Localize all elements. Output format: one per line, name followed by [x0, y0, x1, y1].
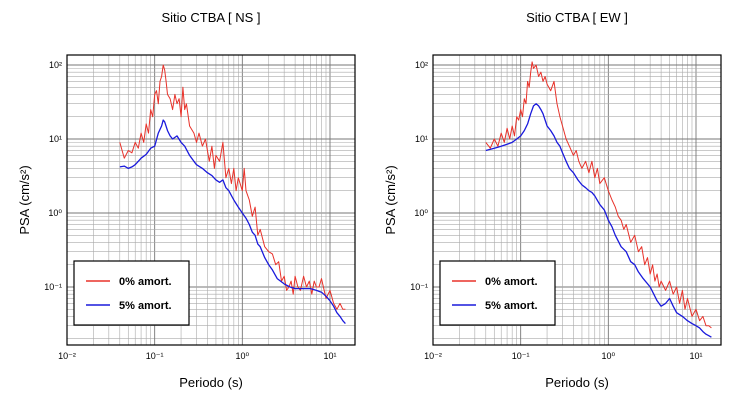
y-tick-label: 10² — [49, 60, 62, 70]
x-tick-label: 10⁻² — [424, 351, 442, 361]
chart-ns: 10⁻² 10⁻¹ 10⁰ 10¹ 10⁻¹ 10⁰ 10¹ 10² Sitio CTBA [ … — [17, 10, 356, 390]
legend-box — [439, 260, 556, 326]
y-tick-label: 10² — [415, 60, 428, 70]
series-line-5pct — [485, 103, 712, 338]
x-tick-label: 10⁰ — [602, 351, 616, 361]
x-tick-label: 10⁻² — [58, 351, 76, 361]
x-tick-label: 10⁻¹ — [146, 351, 164, 361]
x-tick-label: 10¹ — [689, 351, 702, 361]
legend-box — [73, 260, 190, 326]
legend: 0% amort. 5% amort. — [439, 260, 556, 326]
series-line-5pct — [119, 119, 346, 325]
x-axis-label: Periodo (s) — [179, 375, 243, 390]
legend: 0% amort. 5% amort. — [73, 260, 190, 326]
y-tick-label: 10⁰ — [414, 208, 428, 218]
plot-frame — [66, 54, 356, 346]
y-tick-label: 10⁰ — [48, 208, 62, 218]
legend-label: 0% amort. — [119, 276, 172, 288]
legend-label: 5% amort. — [119, 300, 172, 312]
legend-label: 0% amort. — [485, 276, 538, 288]
y-tick-label: 10⁻¹ — [44, 282, 62, 292]
x-tick-label: 10⁻¹ — [512, 351, 530, 361]
chart-ew: 10⁻² 10⁻¹ 10⁰ 10¹ 10⁻¹ 10⁰ 10¹ 10² Sitio CTBA [ … — [383, 10, 722, 390]
y-axis-label: PSA (cm/s²) — [383, 165, 398, 234]
y-tick-label: 10⁻¹ — [410, 282, 428, 292]
chart-title: Sitio CTBA [ NS ] — [162, 10, 261, 25]
x-tick-label: 10¹ — [323, 351, 336, 361]
y-axis-label: PSA (cm/s²) — [17, 165, 32, 234]
y-tick-label: 10¹ — [49, 134, 62, 144]
plot-frame — [432, 54, 722, 346]
legend-label: 5% amort. — [485, 300, 538, 312]
series-line-0pct — [119, 64, 346, 310]
y-tick-label: 10¹ — [415, 134, 428, 144]
x-tick-label: 10⁰ — [236, 351, 250, 361]
x-axis-label: Periodo (s) — [545, 375, 609, 390]
series-line-0pct — [485, 61, 712, 329]
chart-title: Sitio CTBA [ EW ] — [526, 10, 628, 25]
